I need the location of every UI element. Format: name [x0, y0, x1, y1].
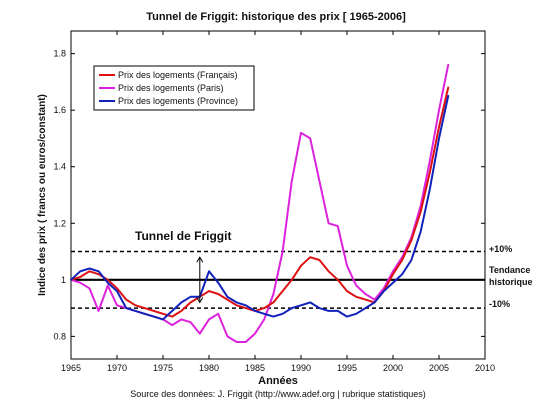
x-tick-label: 1990: [291, 363, 311, 373]
series-line-0: [70, 86, 450, 318]
chart-title: Tunnel de Friggit: historique des prix […: [146, 11, 406, 23]
tunnel-annotation: Tunnel de Friggit: [135, 229, 231, 243]
legend-box: [93, 65, 255, 111]
source-note: Source des données: J. Friggit (http://w…: [130, 389, 425, 399]
y-axis-label: Indice des prix ( francs ou euros/consta…: [37, 94, 48, 296]
y-axis: 0.8 1 1.2 1.4 1.6 1.8: [53, 49, 485, 341]
trend-label-line1: Tendance: [489, 265, 530, 275]
tunnel-arrow: [196, 256, 204, 304]
y-tick-label: 1.8: [53, 49, 66, 59]
plus-10-label: +10%: [489, 244, 512, 254]
x-tick-label: 1970: [107, 363, 127, 373]
plot-frame: [70, 30, 486, 360]
reference-lines: [71, 250, 485, 309]
tunnel-arrow-head-down: [196, 297, 204, 304]
y-tick-label: 1: [61, 275, 66, 285]
tunnel-arrow-head-up: [196, 256, 204, 263]
series-line-2: [70, 95, 450, 321]
y-tick-label: 1.4: [53, 162, 66, 172]
series-layer: [70, 63, 450, 343]
x-tick-label: 2000: [383, 363, 403, 373]
x-tick-label: 1985: [245, 363, 265, 373]
x-tick-label: 1995: [337, 363, 357, 373]
x-tick-label: 1965: [61, 363, 81, 373]
y-tick-label: 1.2: [53, 218, 66, 228]
y-tick-label: 0.8: [53, 331, 66, 341]
y-tick-label: 1.6: [53, 105, 66, 115]
x-tick-label: 1975: [153, 363, 173, 373]
trend-label-line2: historique: [489, 277, 533, 287]
chart-legend: Prix des logements (Français) Prix des l…: [93, 65, 255, 111]
x-axis: 1965 1970 1975 1980 1985 1990 1995 2000 2005 2010: [61, 31, 495, 373]
legend-label-francais: Prix des logements (Français): [118, 70, 238, 80]
x-tick-label: 2010: [475, 363, 495, 373]
legend-label-paris: Prix des logements (Paris): [118, 83, 224, 93]
legend-label-province: Prix des logements (Province): [118, 96, 238, 106]
x-tick-label: 2005: [429, 363, 449, 373]
x-axis-label: Années: [258, 375, 298, 387]
x-tick-label: 1980: [199, 363, 219, 373]
minus-10-label: -10%: [489, 299, 510, 309]
